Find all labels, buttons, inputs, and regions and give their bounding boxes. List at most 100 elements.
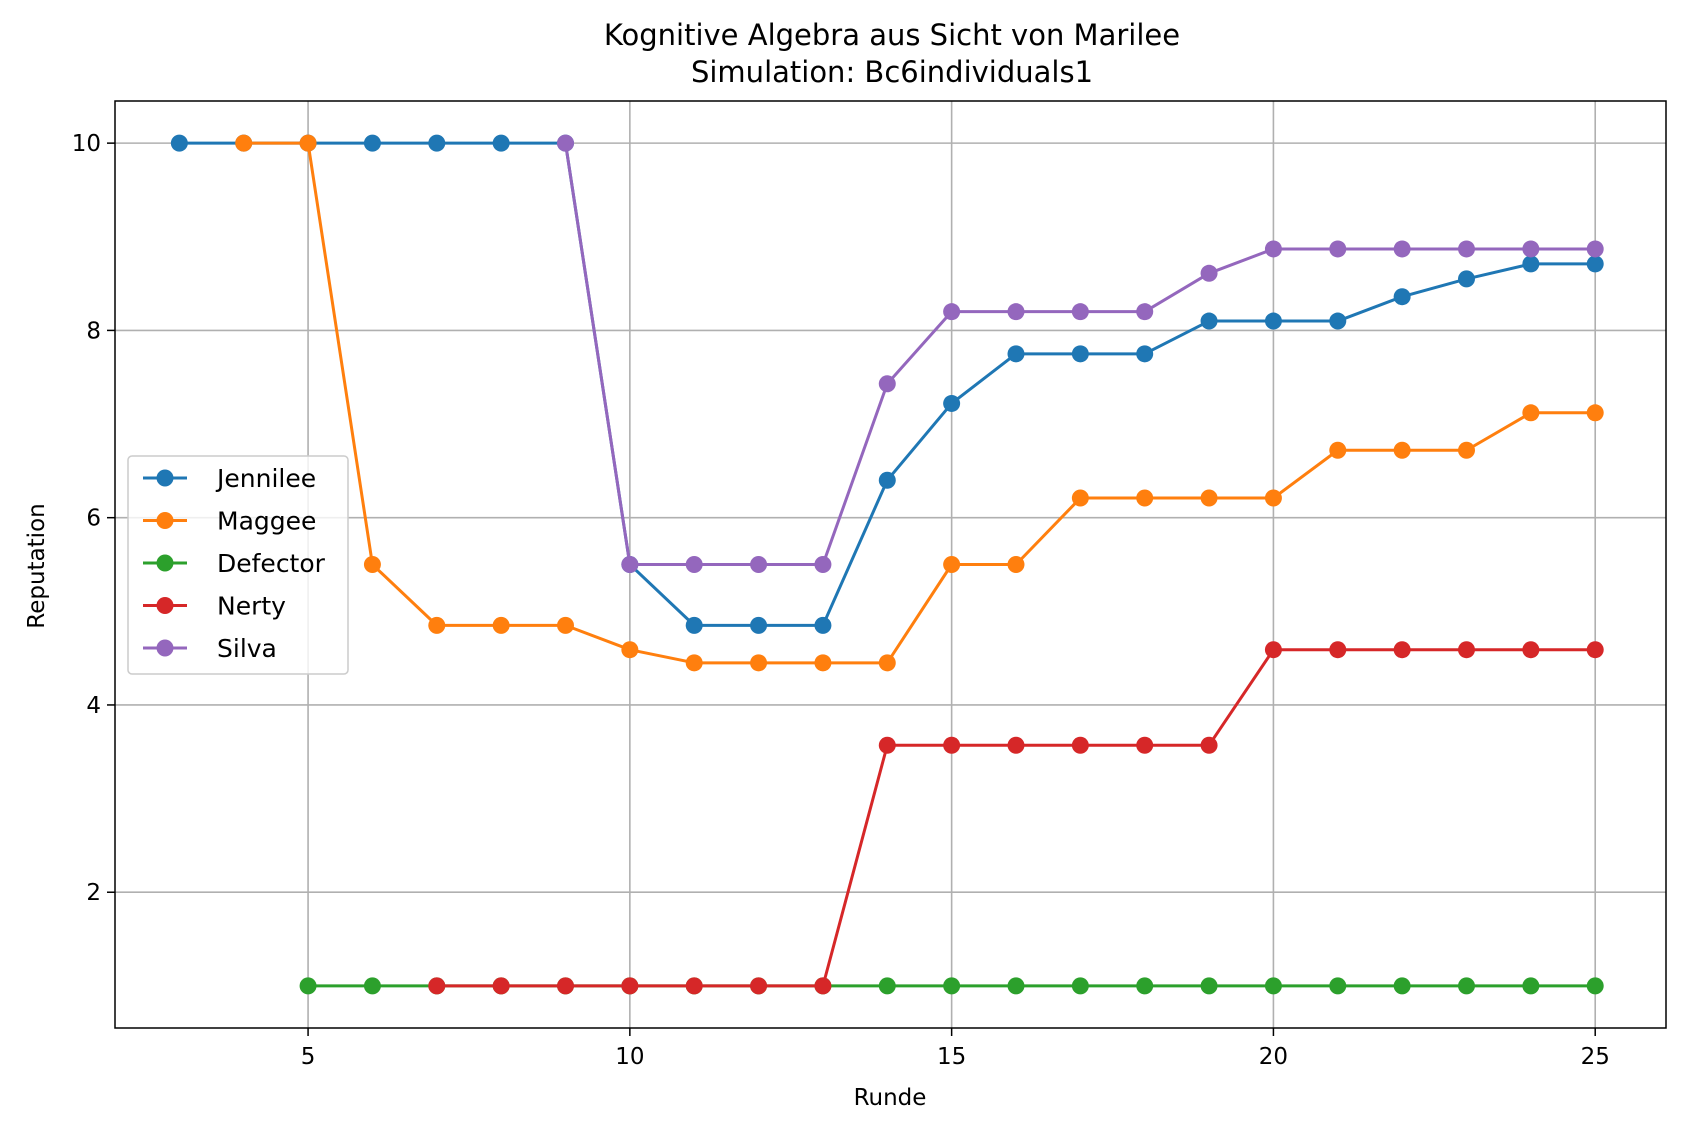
data-point-silva [1007, 303, 1025, 321]
legend-box [127, 455, 349, 675]
data-point-nerty [492, 977, 510, 995]
data-point-maggee [750, 654, 768, 672]
x-tick-label: 20 [1259, 1044, 1288, 1070]
data-point-maggee [428, 616, 446, 634]
x-tick-label: 5 [301, 1044, 316, 1070]
series-layer [170, 134, 1604, 995]
data-point-nerty [1522, 641, 1540, 659]
legend-label-defector: Defector [217, 549, 326, 578]
data-point-silva [1586, 240, 1604, 258]
x-axis-label: Runde [854, 1085, 927, 1111]
data-point-nerty [1329, 641, 1347, 659]
legend-label-maggee: Maggee [217, 507, 316, 536]
legend: Jennilee Maggee Defector Nerty Silva [127, 455, 349, 675]
data-point-maggee [878, 654, 896, 672]
chart-subtitle: Simulation: Bc6individuals1 [691, 55, 1093, 89]
data-point-silva [1457, 240, 1475, 258]
data-point-nerty [1393, 641, 1411, 659]
data-point-defector [1264, 977, 1282, 995]
y-axis-label: Reputation [24, 503, 50, 628]
data-point-jennilee [1200, 312, 1218, 330]
data-point-jennilee [1071, 345, 1089, 363]
data-point-jennilee [1393, 288, 1411, 306]
data-point-defector [1136, 977, 1154, 995]
data-point-nerty [1457, 641, 1475, 659]
series-maggee [235, 134, 1604, 672]
series-silva [556, 134, 1604, 573]
data-point-nerty [685, 977, 703, 995]
data-point-silva [1329, 240, 1347, 258]
y-tick-label: 8 [86, 318, 101, 344]
y-tick-label: 2 [86, 880, 101, 906]
data-point-defector [1522, 977, 1540, 995]
data-point-maggee [1329, 441, 1347, 459]
data-point-silva [750, 556, 768, 573]
data-point-silva [1071, 303, 1089, 321]
data-point-maggee [1457, 441, 1475, 459]
data-point-maggee [1136, 489, 1154, 507]
data-point-nerty [1007, 736, 1025, 754]
data-point-silva [1200, 264, 1218, 282]
data-point-defector [1071, 977, 1089, 995]
data-point-maggee [621, 641, 639, 659]
data-point-jennilee [1007, 345, 1025, 363]
data-point-nerty [943, 736, 961, 754]
data-point-maggee [363, 556, 381, 573]
data-point-maggee [814, 654, 832, 672]
legend-marker-jennilee [156, 469, 174, 487]
data-point-maggee [1264, 489, 1282, 507]
data-point-defector [943, 977, 961, 995]
data-point-nerty [1071, 736, 1089, 754]
data-point-jennilee [750, 616, 768, 634]
data-point-nerty [878, 736, 896, 754]
data-point-defector [1393, 977, 1411, 995]
data-point-jennilee [170, 134, 188, 152]
legend-marker-defector [156, 554, 174, 572]
legend-label-jennilee: Jennilee [215, 464, 316, 493]
data-point-nerty [621, 977, 639, 995]
data-point-jennilee [878, 471, 896, 489]
data-point-defector [1457, 977, 1475, 995]
data-point-silva [556, 134, 574, 152]
data-point-jennilee [428, 134, 446, 152]
y-tick-label: 10 [72, 131, 101, 157]
data-point-jennilee [492, 134, 510, 152]
data-point-maggee [1586, 404, 1604, 422]
data-point-defector [878, 977, 896, 995]
data-point-maggee [299, 134, 317, 152]
data-point-silva [685, 556, 703, 573]
data-point-nerty [556, 977, 574, 995]
data-point-jennilee [1457, 270, 1475, 288]
data-point-maggee [1071, 489, 1089, 507]
data-point-jennilee [1136, 345, 1154, 363]
data-point-jennilee [814, 616, 832, 634]
data-point-silva [1264, 240, 1282, 258]
data-point-nerty [428, 977, 446, 995]
data-point-jennilee [685, 616, 703, 634]
legend-marker-silva [156, 639, 174, 657]
data-point-maggee [1200, 489, 1218, 507]
data-point-defector [1007, 977, 1025, 995]
data-point-jennilee [1586, 255, 1604, 273]
data-point-nerty [1136, 736, 1154, 754]
data-point-defector [363, 977, 381, 995]
x-tick-label: 15 [937, 1044, 966, 1070]
data-point-maggee [492, 616, 510, 634]
legend-label-nerty: Nerty [217, 592, 286, 621]
data-point-silva [878, 375, 896, 393]
data-point-nerty [1200, 736, 1218, 754]
legend-marker-maggee [156, 512, 174, 529]
plot-frame [114, 100, 1667, 1029]
legend-label-silva: Silva [217, 634, 277, 663]
data-point-jennilee [1522, 255, 1540, 273]
x-tick-label: 25 [1581, 1044, 1610, 1070]
axis-ticks: 5 10 15 20 25 2 4 6 8 10 [72, 131, 1610, 1070]
data-point-jennilee [1329, 312, 1347, 330]
data-point-nerty [750, 977, 768, 995]
data-point-defector [1586, 977, 1604, 995]
data-point-maggee [235, 134, 253, 152]
chart-title: Kognitive Algebra aus Sicht von Marilee [604, 18, 1180, 52]
data-point-defector [299, 977, 317, 995]
y-tick-label: 6 [86, 506, 101, 532]
